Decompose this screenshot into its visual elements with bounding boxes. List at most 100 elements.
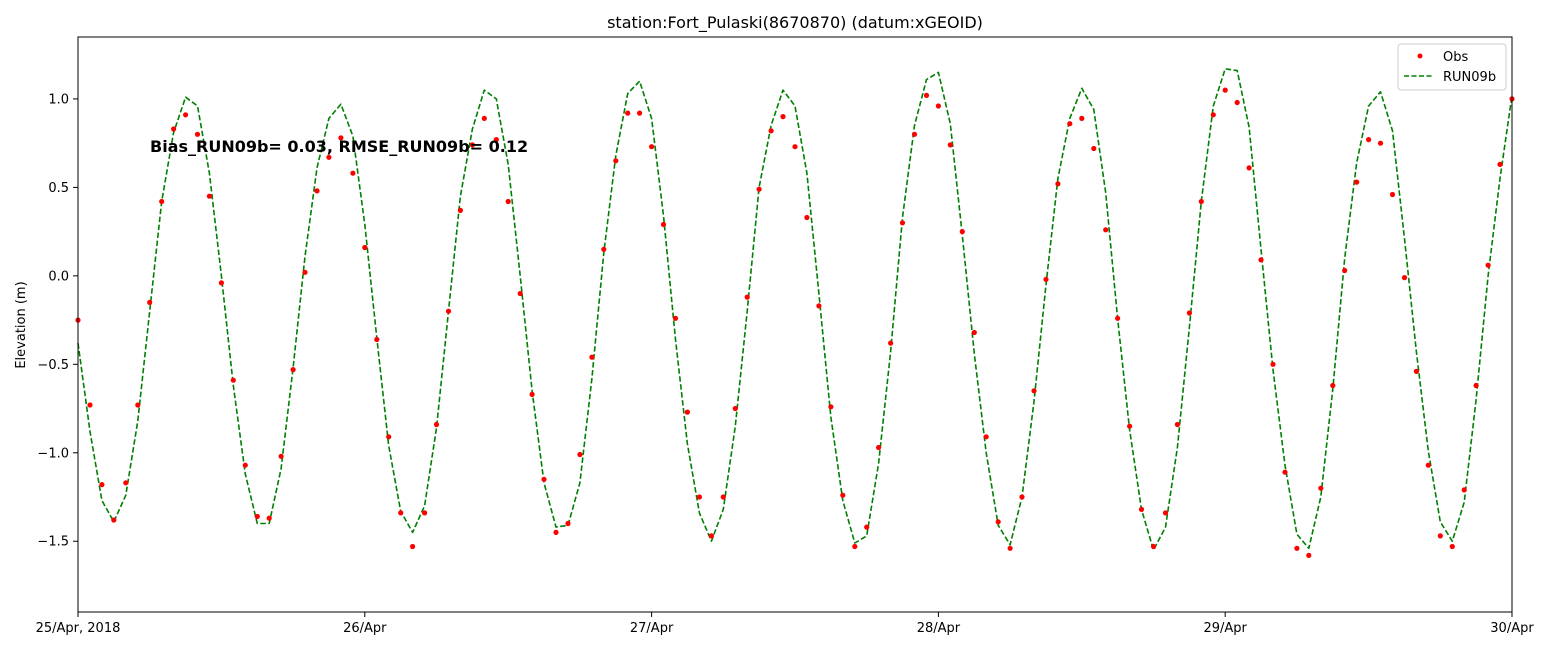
legend-box [1397,43,1507,91]
obs-point [529,391,535,397]
obs-point [923,92,930,98]
obs-point [601,246,607,252]
obs-point [1270,361,1276,367]
x-tick-label: 26/Apr [343,621,387,636]
obs-point [1485,262,1491,268]
obs-point [888,340,894,346]
obs-point [266,515,272,521]
obs-point [171,126,177,132]
y-tick-label: −1.5 [37,535,69,550]
legend-obs-marker [1417,53,1423,59]
obs-point [469,142,475,148]
y-tick-label: −1.0 [37,446,69,461]
plot-series-layer [75,68,1515,559]
obs-point [1401,275,1408,281]
y-axis: −1.5 −1.0 −0.5 0.0 0.5 1.0 [37,92,78,550]
obs-point [565,520,571,527]
obs-point [1258,257,1264,263]
obs-point [983,434,989,440]
y-tick-label: 1.0 [48,92,69,107]
obs-point [445,308,452,314]
plot-frame [77,36,1513,613]
obs-point [99,482,105,488]
obs-point [1449,543,1455,550]
obs-point [959,229,965,235]
obs-point [374,336,380,343]
chart-title: station:Fort_Pulaski(8670870) (datum:xGE… [607,13,983,33]
obs-point [230,377,236,383]
obs-point [87,402,93,408]
obs-point [481,115,487,121]
obs-point [696,494,703,500]
obs-point [720,494,726,500]
x-tick-label: 25/Apr, 2018 [36,621,121,636]
obs-point [218,280,224,286]
obs-point [732,405,738,412]
obs-point [314,188,320,194]
obs-point [1043,276,1049,282]
obs-point [1330,382,1336,389]
obs-point [684,409,691,415]
obs-point [744,294,750,300]
x-tick-label: 30/Apr [1490,621,1534,636]
obs-point [899,220,906,226]
obs-point [1079,115,1085,121]
obs-point [505,198,511,205]
obs-point [302,269,308,275]
obs-point [278,453,284,459]
obs-point [1294,545,1300,551]
obs-point [242,462,248,468]
obs-point [1413,368,1419,374]
obs-point [123,480,129,486]
obs-point [708,533,715,539]
obs-point [1366,137,1372,143]
obs-point [613,158,619,164]
obs-point [1055,181,1061,187]
obs-point [995,519,1001,525]
obs-point [135,402,141,408]
obs-point [1246,165,1252,171]
obs-point [410,543,416,550]
obs-point [517,290,523,297]
obs-point [386,434,392,440]
obs-point [1138,506,1145,512]
obs-point [1186,310,1192,316]
x-tick-label: 28/Apr [917,621,961,636]
obs-point [1461,487,1467,493]
obs-point [111,517,117,523]
obs-point [362,244,368,251]
obs-point [660,221,667,228]
obs-point [1497,161,1503,167]
obs-point [804,214,810,221]
obs-point [1425,462,1431,468]
obs-point [183,112,189,118]
obs-point [876,444,882,451]
series-points-obs [75,87,1515,559]
series-line-run09b [77,68,1513,551]
obs-point [911,131,918,137]
obs-point [1389,191,1396,198]
obs-point [828,404,834,410]
obs-point [1091,145,1097,152]
obs-point [780,114,786,120]
obs-point [947,142,953,148]
obs-point [457,207,463,213]
obs-point [840,492,846,498]
obs-point [326,154,332,160]
y-tick-label: 0.0 [48,269,69,284]
obs-point [1067,121,1073,127]
obs-point [672,315,679,321]
obs-point [589,354,595,360]
obs-point [1103,227,1109,233]
obs-point [1150,543,1157,550]
obs-point [1007,545,1013,551]
obs-point [756,186,762,192]
obs-point [1473,382,1479,389]
obs-point [1437,533,1443,539]
x-tick-label: 29/Apr [1203,621,1247,636]
obs-point [1162,510,1169,516]
obs-point [290,367,296,373]
y-tick-label: −0.5 [37,358,69,373]
obs-point [792,144,798,150]
obs-point [637,110,643,116]
